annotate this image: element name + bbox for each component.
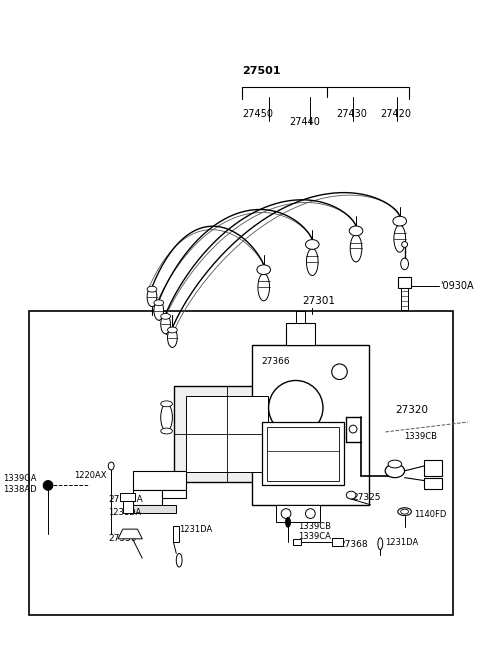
Text: 1231DA: 1231DA [108,508,142,517]
Text: 1339CB: 1339CB [405,432,438,442]
Ellipse shape [147,286,157,292]
Ellipse shape [349,226,363,236]
Ellipse shape [385,464,405,478]
Text: '0930A: '0930A [441,281,474,291]
Text: 1231DA: 1231DA [385,538,419,547]
Text: 27430: 27430 [336,109,368,120]
Text: 1231DA: 1231DA [179,525,213,533]
Ellipse shape [257,265,271,275]
Ellipse shape [286,518,290,527]
Bar [332,538,343,546]
Text: 1339CA: 1339CA [298,532,331,541]
Ellipse shape [168,328,177,348]
Text: 27450: 27450 [242,109,273,120]
Ellipse shape [346,491,356,499]
Bar [398,277,411,288]
Ellipse shape [161,404,172,431]
Ellipse shape [161,313,170,319]
Ellipse shape [393,216,407,226]
Bar [132,505,176,512]
Text: 27501: 27501 [242,66,281,76]
Bar [424,478,442,489]
Text: 1339CB: 1339CB [298,522,331,531]
Ellipse shape [108,462,114,470]
Text: 1338AD: 1338AD [3,485,37,494]
Ellipse shape [398,508,411,516]
Bar [186,396,268,472]
Bar [173,526,179,542]
Circle shape [43,480,53,490]
Bar [132,490,162,505]
Bar [123,501,132,512]
Bar [286,323,315,344]
Text: 27366: 27366 [262,357,290,365]
Ellipse shape [401,258,408,270]
Text: 1339GA: 1339GA [3,474,37,483]
Bar [29,311,453,615]
Ellipse shape [388,460,402,468]
Ellipse shape [378,538,383,549]
Text: 27301: 27301 [302,296,336,306]
Text: 27440: 27440 [289,117,320,127]
Ellipse shape [168,327,177,333]
Ellipse shape [401,509,408,514]
Ellipse shape [394,225,406,252]
Text: 1140FD: 1140FD [414,510,447,519]
Circle shape [305,509,315,518]
Ellipse shape [402,242,408,248]
Bar [120,493,135,501]
Text: 27359: 27359 [108,534,137,543]
Bar [174,386,279,482]
Ellipse shape [154,300,164,306]
Bar [424,460,442,476]
Circle shape [281,509,291,518]
Circle shape [332,364,347,380]
Bar [262,422,344,486]
Text: 1220AX: 1220AX [74,471,107,480]
Ellipse shape [176,553,182,567]
Text: 27368: 27368 [339,540,368,549]
Ellipse shape [147,287,157,307]
Polygon shape [118,529,142,539]
Text: 27420: 27420 [380,109,411,120]
Ellipse shape [161,428,172,434]
Text: 27320: 27320 [395,405,428,415]
Text: 27325: 27325 [352,493,381,501]
Bar [276,505,320,522]
Ellipse shape [350,235,362,262]
Bar [162,490,186,498]
Bar [266,427,339,480]
Ellipse shape [306,248,318,275]
Bar [401,288,408,309]
Ellipse shape [258,273,270,301]
Bar [296,311,305,323]
Ellipse shape [161,401,172,407]
Circle shape [269,380,323,435]
Bar [132,471,186,490]
Ellipse shape [154,301,164,320]
Ellipse shape [305,240,319,249]
Bar [293,539,300,545]
Text: 27370A: 27370A [108,495,143,505]
Circle shape [349,425,357,433]
Ellipse shape [161,315,170,334]
Bar [252,344,369,505]
